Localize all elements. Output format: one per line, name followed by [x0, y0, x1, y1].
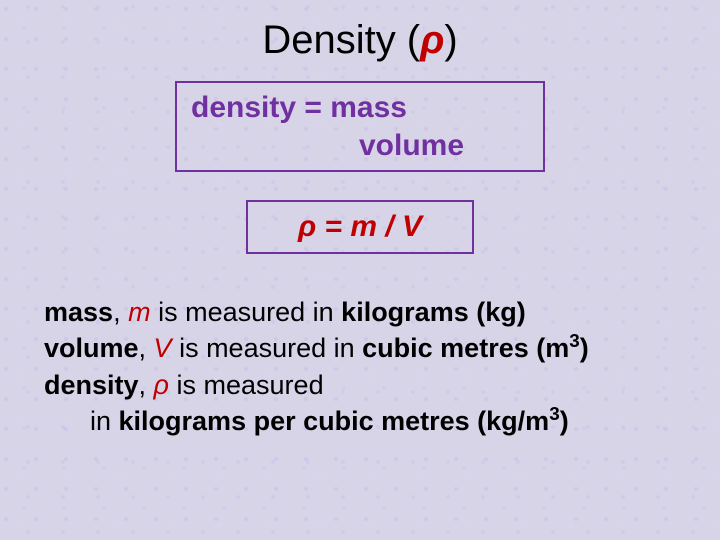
def-mass: mass, m is measured in kilograms (kg) [44, 294, 720, 330]
def-comma: , [139, 333, 154, 363]
title-suffix: ) [444, 18, 457, 62]
title-rho: ρ [420, 18, 444, 62]
def-density-unit-line: in kilograms per cubic metres (kg/m3) [44, 403, 720, 439]
word-formula-line2: volume [191, 127, 533, 165]
def-mass-label: mass [44, 297, 113, 327]
def-volume-mid: is measured in [172, 333, 363, 363]
def-density-pre: in [90, 406, 119, 436]
word-formula-box: density = mass volume [175, 81, 545, 172]
symbol-formula-box: ρ = m / V [246, 200, 474, 254]
def-volume-unit-post: ) [580, 333, 589, 363]
def-mass-unit: kilograms (kg) [341, 297, 526, 327]
def-volume-label: volume [44, 333, 139, 363]
def-density-unit-pre: kilograms per cubic metres (kg/m [119, 406, 550, 436]
def-mass-sym: m [128, 297, 151, 327]
def-volume-sym: V [154, 333, 172, 363]
definitions-block: mass, m is measured in kilograms (kg) vo… [44, 294, 720, 440]
def-comma: , [113, 297, 128, 327]
def-density-sup: 3 [549, 404, 560, 425]
def-volume: volume, V is measured in cubic metres (m… [44, 330, 720, 366]
def-comma: , [139, 370, 154, 400]
def-density-sym: ρ [154, 370, 169, 400]
symbol-formula: ρ = m / V [298, 210, 422, 243]
def-mass-mid: is measured in [151, 297, 342, 327]
def-density-label: density [44, 370, 139, 400]
word-formula-line1: density = mass [191, 89, 533, 127]
slide-title: Density (ρ) [0, 0, 720, 63]
def-volume-unit-pre: cubic metres (m [362, 333, 569, 363]
def-density-mid: is measured [169, 370, 324, 400]
def-density: density, ρ is measured [44, 367, 720, 403]
def-density-unit-post: ) [560, 406, 569, 436]
def-volume-sup: 3 [569, 331, 580, 352]
title-prefix: Density ( [262, 18, 420, 62]
